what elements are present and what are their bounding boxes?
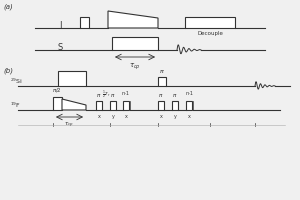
- Text: $\pi$: $\pi$: [158, 92, 164, 99]
- Text: n-1: n-1: [185, 91, 193, 96]
- Text: S: S: [57, 43, 63, 51]
- Bar: [58, 71, 86, 86]
- Text: x: x: [124, 114, 128, 119]
- Bar: [158, 77, 166, 86]
- Polygon shape: [62, 99, 86, 110]
- Text: x: x: [160, 114, 162, 119]
- Bar: [112, 37, 158, 50]
- Text: (b): (b): [3, 67, 13, 73]
- Text: $\pi$: $\pi$: [96, 92, 102, 99]
- Bar: [96, 101, 102, 110]
- Text: n-1: n-1: [122, 91, 130, 96]
- Bar: [110, 101, 116, 110]
- Bar: [80, 17, 89, 28]
- Text: x: x: [188, 114, 190, 119]
- Text: y: y: [174, 114, 176, 119]
- Text: $\frac{1}{2}T_r$: $\frac{1}{2}T_r$: [102, 90, 110, 101]
- Text: I: I: [59, 21, 61, 29]
- Bar: [186, 101, 192, 110]
- Text: $\tau_{cp}$: $\tau_{cp}$: [64, 121, 74, 130]
- Text: $\pi/2$: $\pi/2$: [52, 86, 62, 94]
- Polygon shape: [108, 11, 158, 28]
- Text: $\tau_{cp}$: $\tau_{cp}$: [129, 61, 141, 72]
- Text: $\pi$: $\pi$: [172, 92, 178, 99]
- Text: y: y: [112, 114, 114, 119]
- Text: $^{19}$F: $^{19}$F: [10, 100, 21, 110]
- Bar: [172, 101, 178, 110]
- Bar: [158, 101, 164, 110]
- Bar: [53, 97, 62, 110]
- Bar: [123, 101, 129, 110]
- Text: $\pi$: $\pi$: [110, 92, 116, 99]
- Text: (a): (a): [3, 3, 13, 9]
- Text: x: x: [98, 114, 100, 119]
- Text: $^{29}$Si: $^{29}$Si: [10, 76, 23, 86]
- Bar: [185, 17, 235, 28]
- Text: $\pi$: $\pi$: [159, 68, 165, 75]
- Text: Decouple: Decouple: [197, 31, 223, 36]
